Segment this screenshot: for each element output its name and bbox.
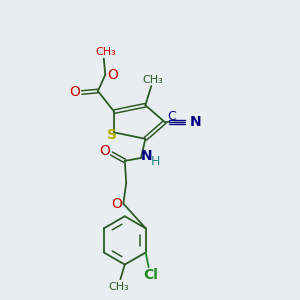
Text: O: O	[100, 144, 110, 158]
Text: S: S	[107, 128, 117, 142]
Text: CH₃: CH₃	[109, 282, 129, 292]
Text: N: N	[140, 149, 152, 164]
Text: O: O	[111, 196, 122, 211]
Text: CH₃: CH₃	[142, 75, 163, 85]
Text: N: N	[190, 115, 202, 129]
Text: CH₃: CH₃	[95, 47, 116, 57]
Text: Cl: Cl	[144, 268, 158, 282]
Text: O: O	[107, 68, 118, 82]
Text: C: C	[168, 110, 176, 123]
Text: O: O	[69, 85, 80, 99]
Text: H: H	[151, 155, 160, 168]
